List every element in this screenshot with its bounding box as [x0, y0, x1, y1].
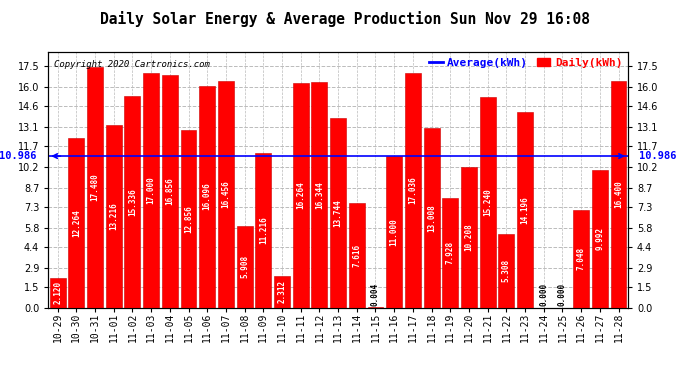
Text: Copyright 2020 Cartronics.com: Copyright 2020 Cartronics.com: [54, 60, 210, 69]
Text: 12.856: 12.856: [184, 205, 193, 233]
Bar: [592, 170, 608, 308]
Text: 16.856: 16.856: [166, 177, 175, 205]
Bar: [218, 81, 234, 308]
Bar: [405, 73, 421, 308]
Bar: [517, 112, 533, 308]
Bar: [106, 125, 121, 308]
Bar: [68, 138, 84, 308]
Bar: [461, 167, 477, 308]
Bar: [480, 98, 495, 308]
Text: 9.992: 9.992: [595, 227, 604, 250]
Text: 5.908: 5.908: [240, 255, 249, 278]
Text: 11.216: 11.216: [259, 216, 268, 244]
Text: 2.120: 2.120: [53, 281, 62, 304]
Bar: [181, 130, 197, 308]
Text: 7.048: 7.048: [577, 248, 586, 270]
Text: 17.480: 17.480: [90, 173, 99, 201]
Text: 14.196: 14.196: [520, 196, 529, 223]
Text: Daily Solar Energy & Average Production Sun Nov 29 16:08: Daily Solar Energy & Average Production …: [100, 11, 590, 27]
Bar: [293, 83, 308, 308]
Text: 7.928: 7.928: [446, 241, 455, 264]
Bar: [124, 96, 140, 308]
Text: 16.344: 16.344: [315, 181, 324, 209]
Text: 16.264: 16.264: [296, 182, 305, 209]
Bar: [349, 202, 365, 308]
Text: 12.264: 12.264: [72, 209, 81, 237]
Bar: [87, 66, 103, 308]
Bar: [498, 234, 514, 308]
Text: 13.008: 13.008: [427, 204, 436, 232]
Text: 13.216: 13.216: [109, 202, 118, 230]
Text: 16.400: 16.400: [614, 181, 623, 209]
Text: 0.004: 0.004: [371, 283, 380, 306]
Bar: [311, 82, 327, 308]
Text: 11.000: 11.000: [390, 218, 399, 246]
Legend: Average(kWh), Daily(kWh): Average(kWh), Daily(kWh): [429, 58, 622, 68]
Text: 15.336: 15.336: [128, 188, 137, 216]
Bar: [442, 198, 458, 308]
Bar: [386, 156, 402, 308]
Text: 7.616: 7.616: [353, 243, 362, 267]
Text: 5.308: 5.308: [502, 260, 511, 282]
Text: 13.744: 13.744: [333, 199, 343, 226]
Bar: [424, 128, 440, 308]
Bar: [255, 153, 271, 308]
Bar: [274, 276, 290, 308]
Text: 10.208: 10.208: [464, 223, 473, 251]
Text: 17.036: 17.036: [408, 176, 417, 204]
Bar: [573, 210, 589, 308]
Text: 10.986: 10.986: [640, 151, 677, 161]
Bar: [237, 226, 253, 308]
Bar: [162, 75, 178, 307]
Text: 2.312: 2.312: [277, 280, 286, 303]
Text: 16.456: 16.456: [221, 180, 230, 208]
Text: 0.000: 0.000: [540, 283, 549, 306]
Bar: [144, 73, 159, 308]
Bar: [330, 118, 346, 308]
Text: 0.000: 0.000: [558, 283, 567, 306]
Text: 17.000: 17.000: [147, 177, 156, 204]
Bar: [50, 278, 66, 308]
Bar: [611, 81, 627, 308]
Text: 16.096: 16.096: [203, 183, 212, 210]
Bar: [199, 86, 215, 308]
Text: 15.240: 15.240: [483, 189, 492, 216]
Text: 10.986: 10.986: [0, 151, 37, 161]
